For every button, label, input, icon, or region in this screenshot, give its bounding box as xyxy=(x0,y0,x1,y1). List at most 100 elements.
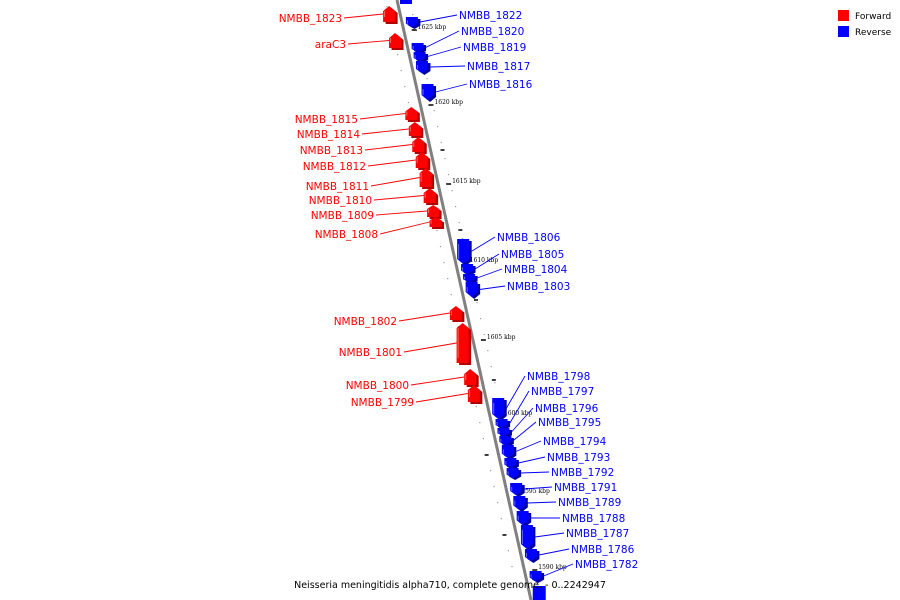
gene-nmbb-1812: NMBB_1812 xyxy=(303,152,431,173)
gene-label: NMBB_1796 xyxy=(535,403,599,415)
gene-label: NMBB_1795 xyxy=(538,417,601,429)
gene-label: NMBB_1798 xyxy=(527,371,590,383)
gene-connector xyxy=(515,440,542,452)
gene-label: NMBB_1819 xyxy=(463,42,526,54)
gene-label: NMBB_1803 xyxy=(507,281,570,293)
gene-connector xyxy=(534,532,565,538)
genome-title: Neisseria meningitidis alpha710, complet… xyxy=(294,580,606,591)
gene-connector xyxy=(543,563,574,577)
gene-body xyxy=(506,468,519,478)
gene-label: NMBB_1815 xyxy=(295,114,358,126)
tick-label: 1610 kbp xyxy=(470,257,499,264)
gene-connector xyxy=(343,13,384,19)
guide-dot xyxy=(511,566,513,568)
gene-connector xyxy=(367,159,416,167)
gene-connector xyxy=(513,421,537,441)
guide-dot xyxy=(476,302,478,304)
guide-dot xyxy=(482,438,484,440)
guide-dot xyxy=(483,334,485,336)
gene-connector xyxy=(379,221,430,235)
gene-connector xyxy=(364,144,413,151)
gene-label: NMBB_1822 xyxy=(459,10,522,22)
gene-body xyxy=(411,43,424,52)
gene-label: NMBB_1792 xyxy=(551,467,614,479)
gene-body xyxy=(389,33,402,48)
guide-dot xyxy=(400,70,402,72)
gene-label: NMBB_1806 xyxy=(497,232,561,244)
gene-nmbb-1786: NMBB_1786 xyxy=(524,544,635,563)
gene-body xyxy=(510,483,523,495)
tick-label: 1595 kbp xyxy=(521,488,550,495)
gene-nmbb-1817: NMBB_1817 xyxy=(415,61,530,75)
gene-label: NMBB_1808 xyxy=(315,229,378,241)
gene-body xyxy=(495,419,508,428)
guide-dot xyxy=(451,190,453,192)
guide-dot xyxy=(447,174,450,176)
gene-arac3: araC3 xyxy=(315,33,404,51)
gene-body xyxy=(467,385,480,402)
gene-label: NMBB_1820 xyxy=(461,26,524,38)
gene-connector xyxy=(476,268,503,279)
guide-dot xyxy=(487,350,489,352)
gene-connector xyxy=(524,486,553,490)
gene-label: NMBB_1788 xyxy=(562,513,625,525)
gene-body xyxy=(457,239,470,264)
gene-nmbb-1813: NMBB_1813 xyxy=(300,137,427,157)
tick-label: 1600 kbp xyxy=(504,410,533,417)
gene-body xyxy=(419,168,432,187)
gene-nmbb-1819: NMBB_1819 xyxy=(413,42,526,63)
gene-connector xyxy=(398,312,450,322)
guide-dot xyxy=(479,422,481,424)
gene-body xyxy=(405,107,418,120)
gene-connector xyxy=(427,46,462,57)
gene-body xyxy=(429,217,442,227)
gene-connector xyxy=(429,65,466,68)
gene-body xyxy=(463,274,476,282)
gene-nmbb-1811: NMBB_1811 xyxy=(306,168,435,193)
gene-body xyxy=(408,122,421,136)
legend-forward-label: Forward xyxy=(855,12,891,22)
guide-dot xyxy=(462,238,464,240)
gene-connector xyxy=(509,390,530,424)
guide-dot xyxy=(437,126,439,128)
gene-partial xyxy=(400,0,412,4)
gene-body xyxy=(412,137,425,152)
guide-dot xyxy=(450,294,452,296)
guide-dot xyxy=(386,6,388,8)
gene-body xyxy=(449,306,462,320)
gene-connector xyxy=(375,210,428,216)
gene-nmbb-1792: NMBB_1792 xyxy=(506,467,614,480)
gene-partial xyxy=(532,586,546,600)
guide-dot xyxy=(440,142,442,144)
gene-nmbb-1801: NMBB_1801 xyxy=(339,323,472,365)
gene-label: NMBB_1782 xyxy=(575,559,638,571)
gene-label: NMBB_1811 xyxy=(306,181,369,193)
tick-label: 1615 kbp xyxy=(452,178,481,185)
guide-dot xyxy=(490,470,492,472)
gene-body xyxy=(492,398,505,419)
gene-label: NMBB_1802 xyxy=(334,316,397,328)
gene-body xyxy=(501,445,514,458)
gene-nmbb-1789: NMBB_1789 xyxy=(513,496,621,512)
gene-nmbb-1816: NMBB_1816 xyxy=(421,79,533,102)
gene-body xyxy=(465,282,478,297)
gene-label: NMBB_1797 xyxy=(531,386,594,398)
gene-body xyxy=(421,84,434,100)
gene-nmbb-1797: NMBB_1797 xyxy=(495,386,594,430)
gene-label: NMBB_1799 xyxy=(351,397,414,409)
gene-nmbb-1806: NMBB_1806 xyxy=(457,232,561,266)
guide-dot xyxy=(447,278,449,280)
gene-label: NMBB_1809 xyxy=(311,210,374,222)
gene-body xyxy=(405,17,418,27)
guide-dot xyxy=(490,366,492,368)
gene-nmbb-1808: NMBB_1808 xyxy=(315,217,445,241)
gene-label: NMBB_1786 xyxy=(571,544,635,556)
guide-dot xyxy=(444,158,446,160)
gene-connector xyxy=(347,40,390,45)
guide-dot xyxy=(426,78,428,80)
gene-nmbb-1820: NMBB_1820 xyxy=(411,26,524,54)
gene-label: NMBB_1800 xyxy=(346,380,409,392)
gene-body xyxy=(423,188,436,203)
gene-nmbb-1809: NMBB_1809 xyxy=(311,205,442,222)
